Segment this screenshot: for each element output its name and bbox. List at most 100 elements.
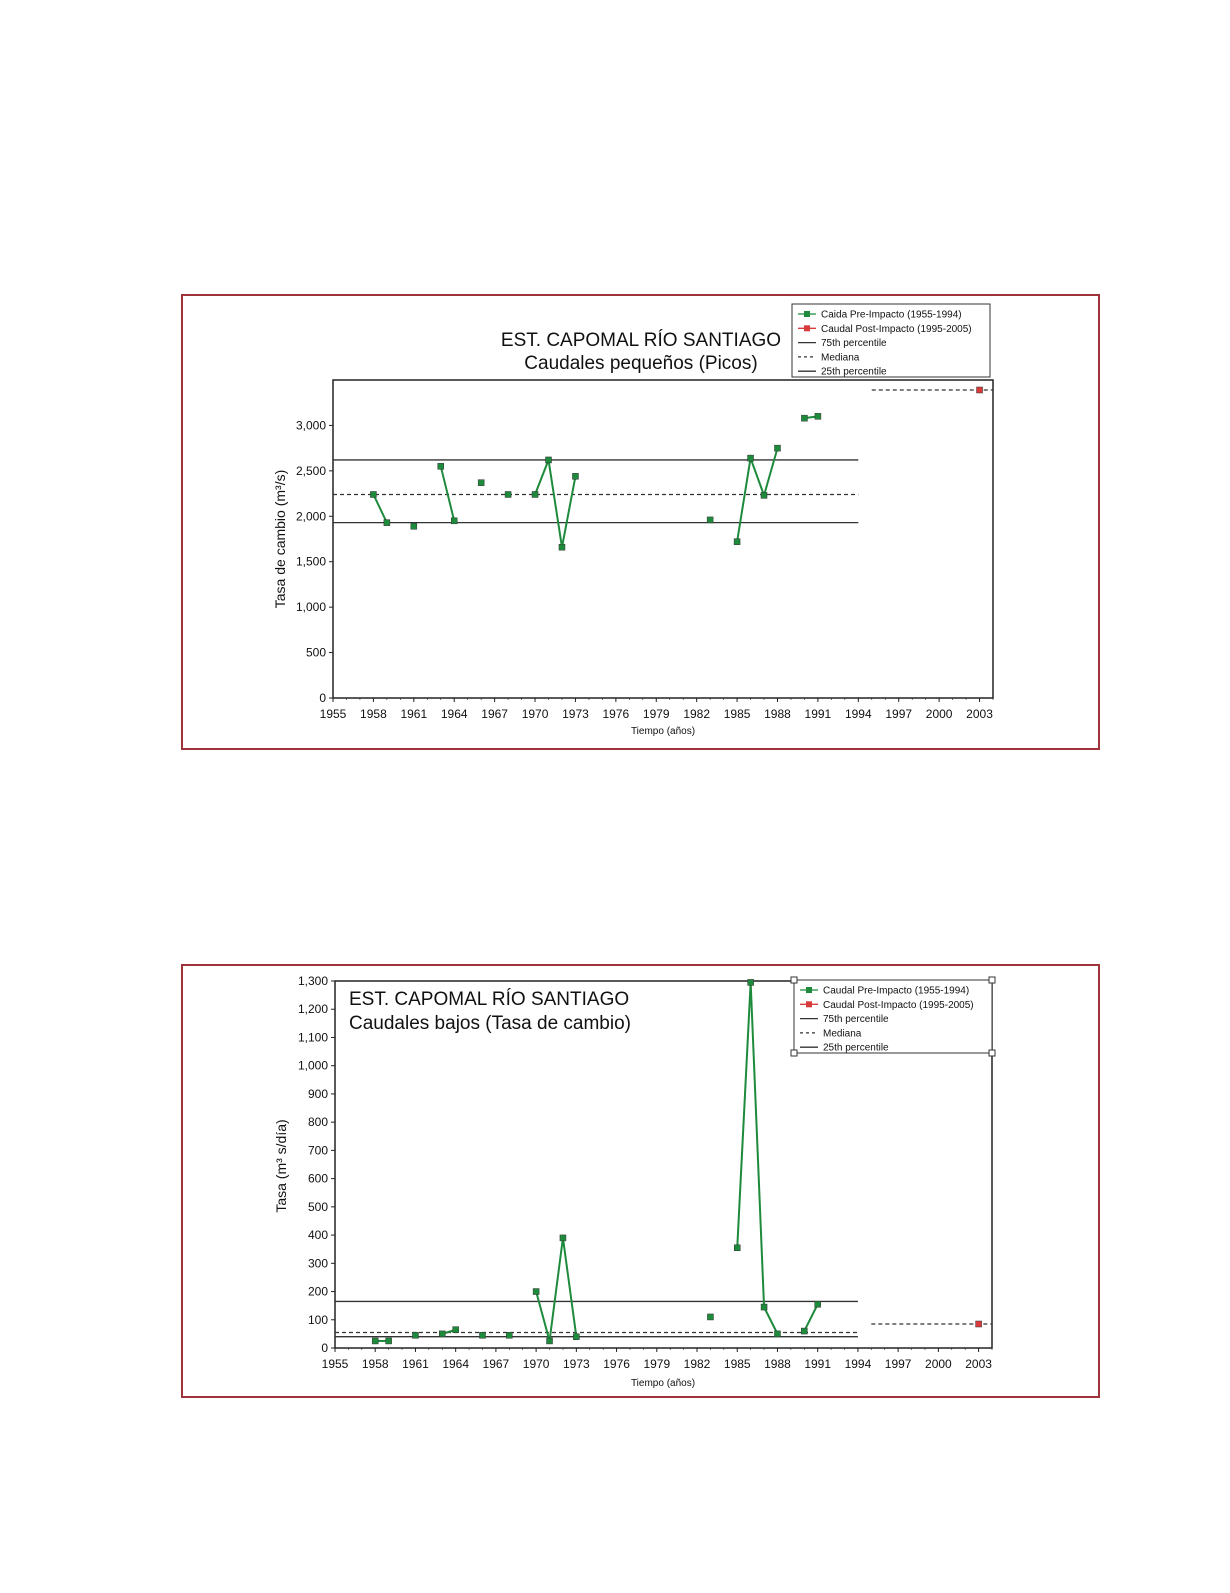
data-point: [477, 479, 485, 486]
data-point: [439, 1330, 446, 1338]
data-point: [814, 1300, 821, 1308]
legend-box: [791, 303, 991, 378]
legend-label: Mediana: [821, 352, 860, 363]
chart-subtitle: Caudales bajos (Tasa de cambio): [349, 1013, 631, 1034]
series-line-0: [803, 1303, 819, 1332]
y-tick-label: 900: [308, 1087, 328, 1101]
x-tick-label: 1988: [764, 707, 791, 721]
y-tick-label: 500: [308, 1200, 328, 1214]
legend-handle: [790, 1049, 798, 1057]
data-point: [506, 1332, 513, 1339]
data-point: [559, 1234, 567, 1242]
legend-swatch-marker: [806, 1001, 812, 1008]
data-point: [976, 386, 983, 394]
y-tick-label: 700: [308, 1143, 328, 1157]
data-point: [747, 454, 754, 462]
data-point: [801, 414, 808, 422]
x-tick-label: 1979: [643, 1357, 670, 1371]
data-point: [975, 1320, 982, 1328]
chart-title: EST. CAPOMAL RÍO SANTIAGO: [501, 330, 781, 351]
y-tick-label: 0: [319, 691, 326, 705]
y-tick-label: 300: [308, 1256, 328, 1270]
x-tick-label: 1982: [684, 1357, 711, 1371]
legend-label: Caudal Post-Impacto (1995-2005): [821, 324, 972, 335]
x-tick-label: 1988: [764, 1357, 791, 1371]
data-point: [760, 492, 768, 499]
legend-label: Mediana: [823, 1028, 862, 1039]
legend-label: Caudal Post-Impacto (1995-2005): [823, 1000, 974, 1011]
data-point: [545, 456, 552, 464]
y-axis-label: Tasa (m³ s/día): [273, 1119, 289, 1212]
x-tick-label: 1997: [885, 1357, 912, 1371]
x-tick-label: 1967: [481, 707, 508, 721]
data-point: [733, 538, 741, 545]
x-axis-label: Tiempo (años): [631, 726, 695, 737]
data-point: [370, 491, 377, 498]
data-point: [383, 519, 391, 526]
plot-area: [332, 379, 994, 699]
chart-subtitle: Caudales pequeños (Picos): [524, 353, 757, 374]
legend-swatch-marker: [804, 311, 810, 317]
x-tick-label: 1994: [845, 1357, 872, 1371]
legend-label: Caida Pre-Impacto (1955-1994): [821, 310, 962, 321]
y-tick-label: 100: [308, 1313, 328, 1327]
chart-frame-bajos: 0 100 200 300 400 500 600 700 800 900 1,000 1,100 1,…: [181, 964, 1100, 1398]
x-axis-label: Tiempo (años): [631, 1378, 695, 1389]
y-tick-label: 200: [308, 1285, 328, 1299]
x-tick-label: 2000: [926, 707, 953, 721]
x-tick-label: 1976: [603, 707, 630, 721]
data-point: [450, 517, 458, 525]
data-point: [437, 463, 445, 470]
y-tick-label: 2,500: [296, 464, 326, 478]
x-tick-label: 1970: [522, 707, 549, 721]
x-tick-label: 1964: [442, 1357, 469, 1371]
y-tick-label: 0: [321, 1341, 328, 1355]
data-point: [814, 413, 822, 420]
legend-label: Caudal Pre-Impacto (1955-1994): [823, 986, 969, 997]
y-tick-label: 1,200: [298, 1002, 328, 1016]
series-line-0: [439, 466, 456, 522]
x-tick-label: 1979: [643, 707, 670, 721]
chart-picos: 0 500 1,000 1,500 2,000 2,500 3,000 1955 1958 196…: [272, 303, 994, 737]
data-point: [452, 1326, 459, 1333]
x-tick-label: 1991: [804, 1357, 831, 1371]
x-tick-label: 1994: [845, 707, 872, 721]
y-tick-label: 2,000: [296, 509, 326, 523]
data-point: [747, 979, 754, 986]
x-tick-label: 1955: [320, 707, 347, 721]
data-point: [532, 1288, 540, 1295]
legend-handle: [988, 1049, 996, 1057]
data-point: [371, 1337, 379, 1345]
legend-swatch-marker: [804, 325, 810, 332]
x-tick-label: 1964: [441, 707, 468, 721]
x-tick-label: 1991: [805, 707, 832, 721]
data-point: [801, 1327, 808, 1335]
x-tick-label: 1997: [885, 707, 912, 721]
y-tick-label: 3,000: [296, 418, 326, 432]
chart-bajos: 0 100 200 300 400 500 600 700 800 900 1,000 1,100 1,…: [273, 974, 996, 1389]
legend-label: 75th percentile: [823, 1014, 889, 1025]
y-tick-label: 1,000: [296, 600, 326, 614]
data-point: [410, 523, 418, 530]
legend-label: 25th percentile: [821, 367, 887, 378]
y-tick-label: 1,100: [298, 1030, 328, 1044]
x-tick-label: 1958: [360, 707, 387, 721]
x-tick-label: 1970: [523, 1357, 550, 1371]
data-point: [479, 1332, 486, 1339]
x-tick-label: 1985: [724, 707, 751, 721]
x-tick-label: 1976: [603, 1357, 630, 1371]
data-point: [412, 1332, 419, 1339]
y-tick-label: 500: [306, 646, 326, 660]
series-line-0: [535, 1237, 578, 1342]
data-point: [531, 491, 539, 498]
y-tick-label: 800: [308, 1115, 328, 1129]
legend-handle: [988, 976, 996, 984]
chart-frame-picos: 0 500 1,000 1,500 2,000 2,500 3,000 1955 1958 196…: [181, 294, 1100, 750]
y-tick-label: 400: [308, 1228, 328, 1242]
x-tick-label: 1961: [402, 1357, 429, 1371]
legend-label: 25th percentile: [823, 1043, 889, 1054]
x-tick-label: 1985: [724, 1357, 751, 1371]
legend-box: [793, 979, 993, 1054]
chart-title: EST. CAPOMAL RÍO SANTIAGO: [349, 989, 629, 1010]
data-point: [572, 473, 579, 480]
